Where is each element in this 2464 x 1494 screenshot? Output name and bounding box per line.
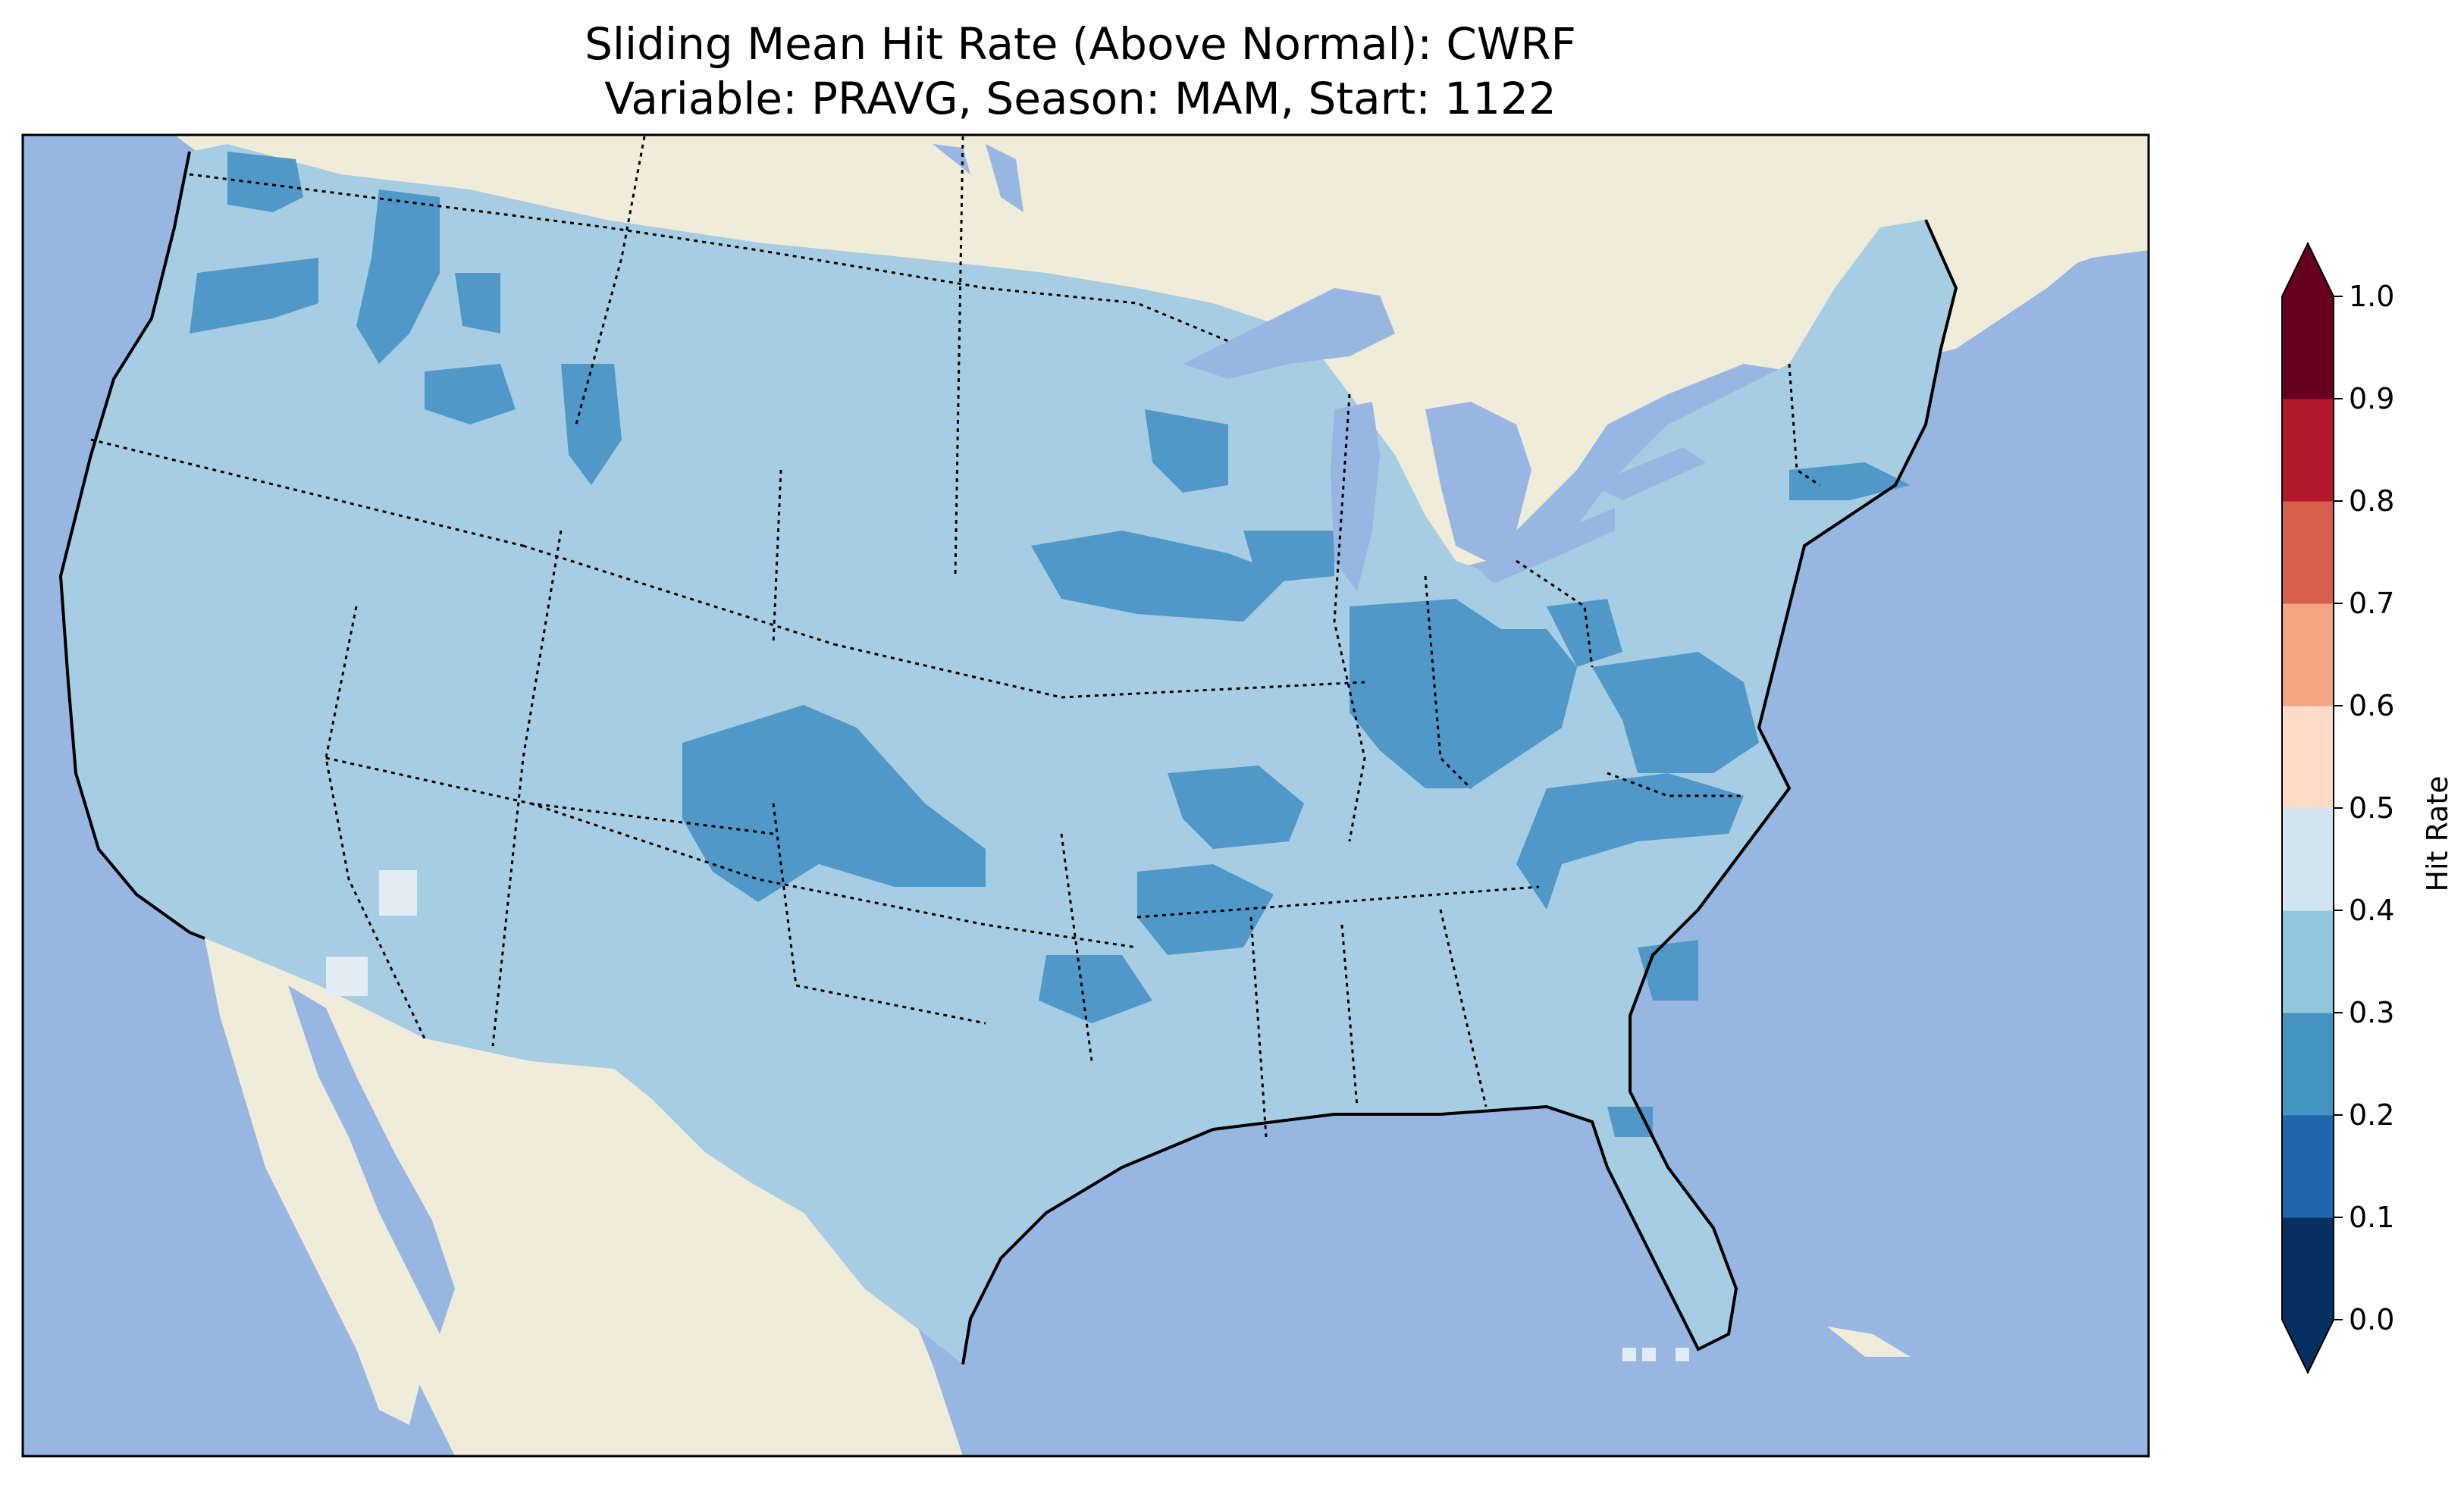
gulf-of-california: [288, 985, 455, 1334]
cuba-land: [1827, 1326, 1911, 1357]
maritimes-land: [1941, 182, 2149, 273]
conus-field: [61, 144, 1956, 1364]
high-hit-rate-patches: [326, 870, 1689, 1361]
map-title: Sliding Mean Hit Rate (Above Normal): CW…: [0, 17, 2161, 126]
map-frame: [21, 133, 2150, 1458]
lakes: [933, 144, 1706, 591]
baja-land: [205, 938, 425, 1425]
low-hit-rate-patches: [190, 152, 1911, 1137]
title-line-1: Sliding Mean Hit Rate (Above Normal): CW…: [585, 18, 1576, 70]
title-line-2: Variable: PRAVG, Season: MAM, Start: 112…: [604, 73, 1556, 124]
borders: [58, 136, 1958, 1365]
